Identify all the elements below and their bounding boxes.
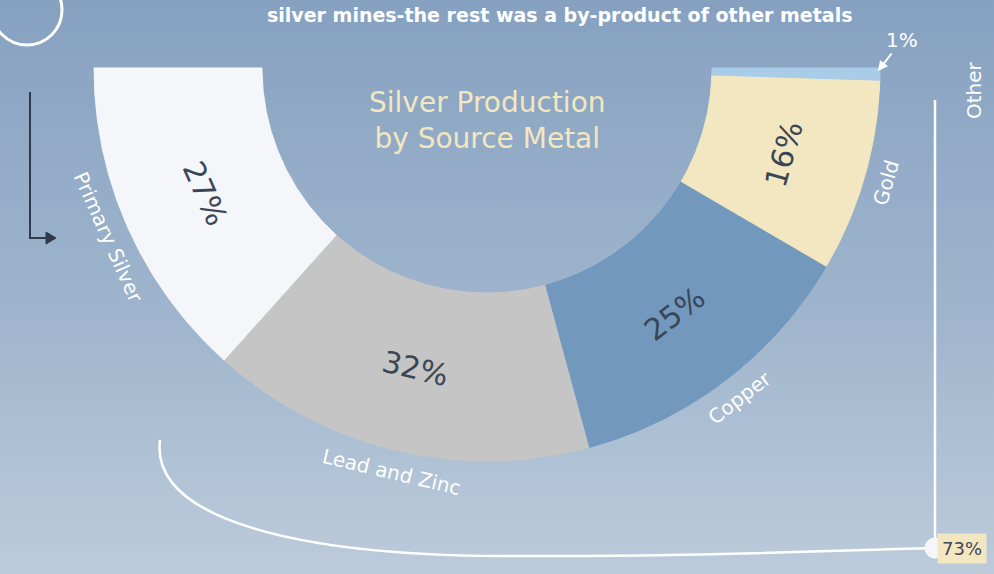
svg-text:Other: Other [962, 61, 986, 119]
svg-text:16%: 16% [758, 117, 810, 191]
svg-text:73%: 73% [942, 538, 982, 559]
svg-text:Primary Silver: Primary Silver [69, 168, 148, 306]
svg-text:32%: 32% [379, 344, 452, 393]
svg-text:silver mines-the rest was a by: silver mines-the rest was a by-product o… [267, 4, 852, 26]
svg-text:25%: 25% [637, 280, 711, 348]
svg-text:1%: 1% [886, 28, 918, 52]
svg-text:Gold: Gold [868, 157, 904, 208]
svg-text:Lead and Zinc: Lead and Zinc [320, 444, 463, 500]
svg-text:27%: 27% [175, 156, 234, 231]
svg-text:Copper: Copper [703, 366, 775, 429]
svg-text:Silver Productionby Source Met: Silver Productionby Source Metal [369, 86, 606, 155]
